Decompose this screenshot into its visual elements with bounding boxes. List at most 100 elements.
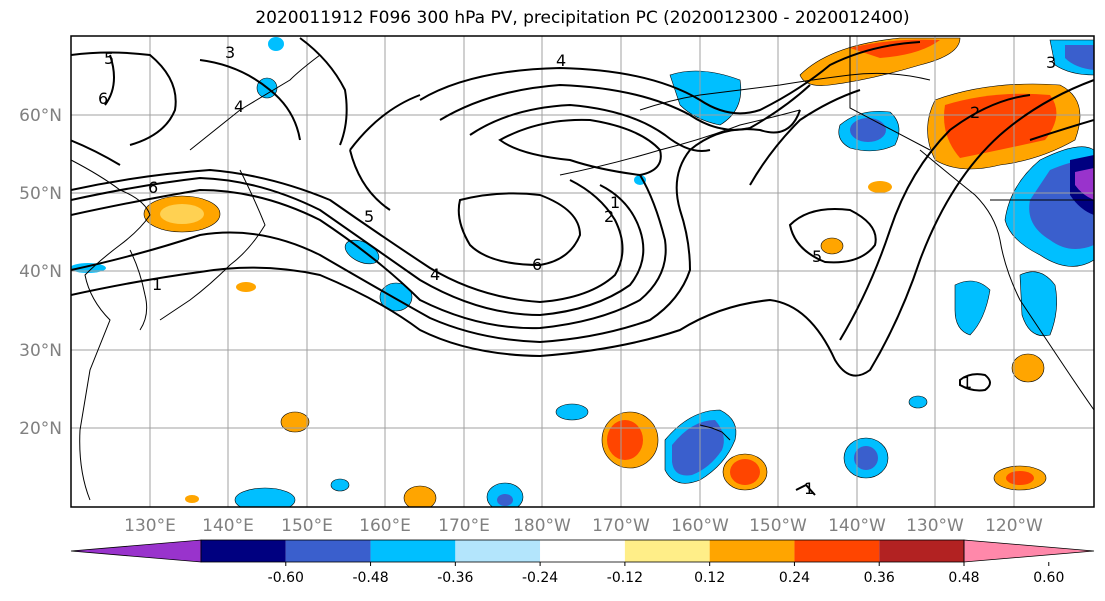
contour-labels: 5 3 4 6 6 1 5 4 6 2 1 5 2 3 4 1 1 [98, 43, 1056, 498]
lon-label: 140°E [202, 516, 254, 536]
precip-blob [944, 93, 1057, 158]
precip-blob [160, 204, 204, 224]
precip-blob [868, 181, 892, 193]
precip-blob [1006, 471, 1034, 485]
precip-negative-shading [71, 37, 1094, 507]
precip-blob [908, 395, 928, 409]
coastline-kamchatka [189, 54, 321, 151]
lat-label: 40°N [19, 262, 62, 282]
colorbar-tick-label: -0.24 [522, 570, 558, 586]
contour-label: 2 [970, 103, 980, 122]
precip-blob [820, 237, 844, 255]
lon-label: 140°W [828, 516, 886, 536]
colorbar-segment [540, 540, 625, 562]
latitude-labels: 60°N 50°N 40°N 30°N 20°N [19, 106, 62, 439]
contour-label: 5 [812, 247, 822, 266]
precip-positive-shading [143, 37, 1081, 507]
precip-blob [607, 420, 643, 460]
colorbar-frame [200, 539, 965, 563]
pv-contour [349, 94, 421, 211]
precip-blob [1075, 168, 1094, 200]
colorbar-tick-label: -0.60 [268, 570, 304, 586]
coastline-alaska [639, 72, 931, 111]
pv-contour [419, 41, 921, 115]
coastline-japan [159, 169, 266, 321]
lon-label: 170°W [592, 516, 650, 536]
precip-blob [280, 411, 310, 433]
contour-label: 1 [610, 193, 620, 212]
colorbar-segment [201, 540, 286, 562]
precip-blob [185, 495, 199, 503]
pv-contour [795, 483, 816, 496]
precip-blob [730, 459, 760, 485]
colorbar-segments [70, 539, 1095, 563]
colorbar: -0.60 -0.48 -0.36 -0.24 -0.12 0.12 0.24 0.36 0.4… [70, 539, 1095, 586]
lon-label: 160°W [671, 516, 729, 536]
colorbar-tick-label: 0.48 [948, 570, 979, 586]
contour-label: 6 [532, 255, 542, 274]
contour-label: 6 [98, 89, 108, 108]
contour-label: 4 [234, 97, 244, 116]
map-frame [70, 35, 1095, 508]
lat-label: 30°N [19, 341, 62, 361]
colorbar-tick-label: -0.48 [352, 570, 388, 586]
colorbar-ticks: -0.60 -0.48 -0.36 -0.24 -0.12 0.12 0.24 0.36 0.4… [268, 562, 1064, 586]
lat-label: 60°N [19, 106, 62, 126]
colorbar-segment [879, 540, 964, 562]
precip-blob [634, 175, 646, 185]
pv-contour [199, 59, 301, 141]
pv-contour [788, 208, 877, 264]
longitude-labels: 130°E 140°E 150°E 160°E 170°E 180°W 170°… [124, 516, 1043, 536]
pv-contour [71, 168, 624, 304]
precip-blob [236, 282, 256, 292]
pv-contour [469, 103, 711, 152]
map-plot-area: 5 3 4 6 6 1 5 4 6 2 1 5 2 3 4 1 1 [71, 36, 1094, 507]
coastline-korea [129, 249, 148, 331]
precip-blob [672, 420, 724, 476]
pv-contour [71, 79, 1094, 377]
colorbar-tick-label: 0.12 [694, 570, 725, 586]
pv-contour [1029, 119, 1094, 141]
colorbar-segment [624, 540, 710, 562]
contour-label: 1 [152, 275, 162, 294]
border-ak-ca [849, 36, 931, 151]
pv-contour [439, 83, 811, 131]
precip-blob [71, 263, 106, 273]
precip-blob [854, 446, 878, 470]
contour-label: 4 [430, 265, 440, 284]
precip-blob [850, 39, 940, 58]
lon-label: 130°E [124, 516, 176, 536]
colorbar-tick-label: 0.36 [864, 570, 895, 586]
coastline-asia [71, 159, 151, 501]
pv-contour [71, 176, 645, 317]
pv-contour [71, 139, 121, 166]
pv-contour [839, 94, 1031, 341]
precip-blob [850, 118, 886, 142]
colorbar-tick-label: -0.36 [437, 570, 473, 586]
precip-blob [268, 37, 284, 51]
contour-label: 5 [364, 207, 374, 226]
map-title: 2020011912 F096 300 hPa PV, precipitatio… [255, 8, 910, 28]
lon-label: 170°E [438, 516, 490, 536]
colorbar-segment [963, 539, 1095, 563]
graticule [71, 36, 1094, 507]
precip-blob [1065, 45, 1094, 70]
coastline-na-west [919, 149, 1094, 411]
pv-contours [71, 37, 1094, 496]
precip-blob [497, 494, 513, 506]
colorbar-segment [370, 540, 456, 562]
precip-blob [954, 280, 991, 336]
colorbar-segment [455, 540, 541, 562]
contour-label: 6 [148, 178, 158, 197]
lon-label: 150°W [749, 516, 807, 536]
contour-label: 1 [804, 479, 814, 498]
colorbar-segment [70, 539, 202, 563]
pv-contour [457, 192, 582, 267]
precip-blob [555, 403, 589, 421]
contour-label: 1 [962, 373, 972, 392]
lat-label: 50°N [19, 184, 62, 204]
lon-label: 150°E [281, 516, 333, 536]
coastline-hawaii [699, 424, 731, 441]
lat-label: 20°N [19, 419, 62, 439]
